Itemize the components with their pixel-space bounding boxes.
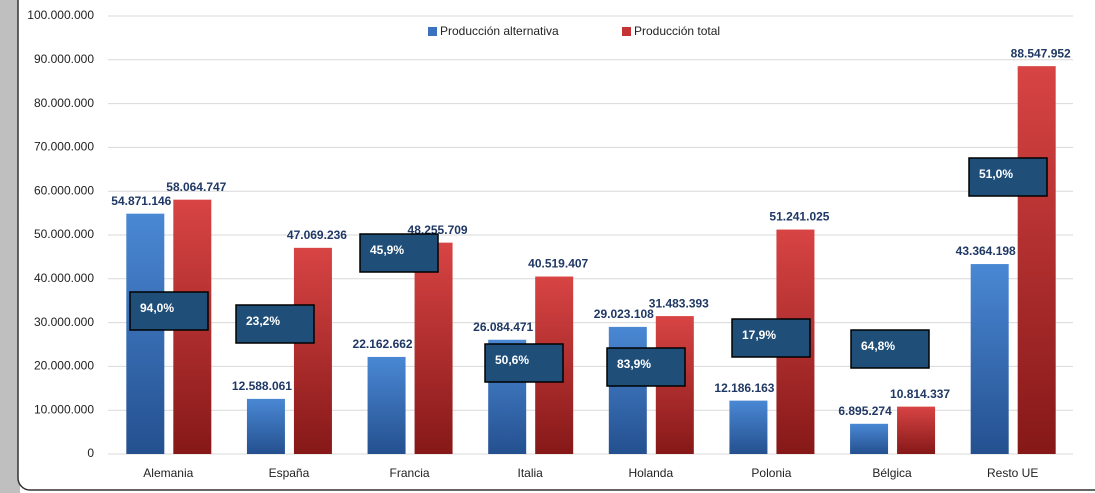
percent-box xyxy=(850,329,930,369)
percent-box xyxy=(731,318,811,358)
value-label: 31.483.393 xyxy=(649,296,709,310)
y-tick-label: 40.000.000 xyxy=(34,271,94,285)
percent-label: 50,6% xyxy=(495,353,529,367)
percent-label: 17,9% xyxy=(742,328,776,342)
y-tick-label: 80.000.000 xyxy=(34,96,94,110)
y-tick-label: 20.000.000 xyxy=(34,359,94,373)
value-label: 22.162.662 xyxy=(353,337,413,351)
percent-box xyxy=(235,304,315,344)
x-tick-label: Holanda xyxy=(628,466,673,480)
percent-label: 94,0% xyxy=(140,301,174,315)
y-tick-label: 60.000.000 xyxy=(34,183,94,197)
x-tick-label: Italia xyxy=(518,466,544,480)
percent-label: 83,9% xyxy=(617,357,651,371)
percent-label: 51,0% xyxy=(979,167,1013,181)
percent-box xyxy=(606,347,686,387)
value-label: 47.069.236 xyxy=(287,228,347,242)
bar xyxy=(729,400,768,454)
bar xyxy=(1017,66,1056,454)
bar xyxy=(970,264,1009,454)
value-label: 10.814.337 xyxy=(890,387,950,401)
bar xyxy=(367,356,406,454)
y-tick-label: 30.000.000 xyxy=(34,315,94,329)
side-panel xyxy=(0,0,20,493)
percent-label: 23,2% xyxy=(246,314,280,328)
legend: Producción alternativa Producción total xyxy=(428,24,720,38)
y-tick-label: 10.000.000 xyxy=(34,402,94,416)
percent-box xyxy=(484,343,564,383)
frame xyxy=(17,0,1095,491)
bar xyxy=(414,242,453,454)
y-tick-label: 50.000.000 xyxy=(34,227,94,241)
value-label: 43.364.198 xyxy=(956,244,1016,258)
percent-box xyxy=(129,291,209,331)
percent-label: 64,8% xyxy=(861,339,895,353)
value-label: 12.588.061 xyxy=(232,379,292,393)
legend-swatch xyxy=(428,27,437,36)
x-tick-label: Resto UE xyxy=(987,466,1038,480)
value-label: 54.871.146 xyxy=(111,194,171,208)
y-tick-label: 70.000.000 xyxy=(34,140,94,154)
bar xyxy=(246,398,285,454)
x-tick-label: España xyxy=(269,466,310,480)
legend-label: Producción alternativa xyxy=(440,24,559,38)
legend-label: Producción total xyxy=(634,24,720,38)
x-tick-label: Alemania xyxy=(143,466,193,480)
value-label: 58.064.747 xyxy=(166,180,226,194)
bar xyxy=(608,326,647,454)
value-label: 29.023.108 xyxy=(594,307,654,321)
x-tick-label: Bélgica xyxy=(872,466,912,480)
y-tick-label: 100.000.000 xyxy=(27,8,94,22)
percent-label: 45,9% xyxy=(370,243,404,257)
x-tick-label: Polonia xyxy=(751,466,791,480)
value-label: 6.895.274 xyxy=(838,404,892,418)
value-label: 51.241.025 xyxy=(769,210,829,224)
x-tick-label: Francia xyxy=(390,466,430,480)
value-label: 26.084.471 xyxy=(473,320,533,334)
bar xyxy=(850,423,889,454)
value-label: 88.547.952 xyxy=(1011,46,1071,60)
value-label: 40.519.407 xyxy=(528,257,588,271)
bar xyxy=(897,406,936,454)
y-tick-label: 90.000.000 xyxy=(34,52,94,66)
value-label: 12.186.163 xyxy=(714,381,774,395)
legend-swatch xyxy=(622,27,631,36)
percent-box xyxy=(968,157,1048,197)
percent-box xyxy=(359,233,439,273)
bar xyxy=(126,213,165,454)
bar xyxy=(293,247,332,454)
y-tick-label: 0 xyxy=(87,446,94,460)
